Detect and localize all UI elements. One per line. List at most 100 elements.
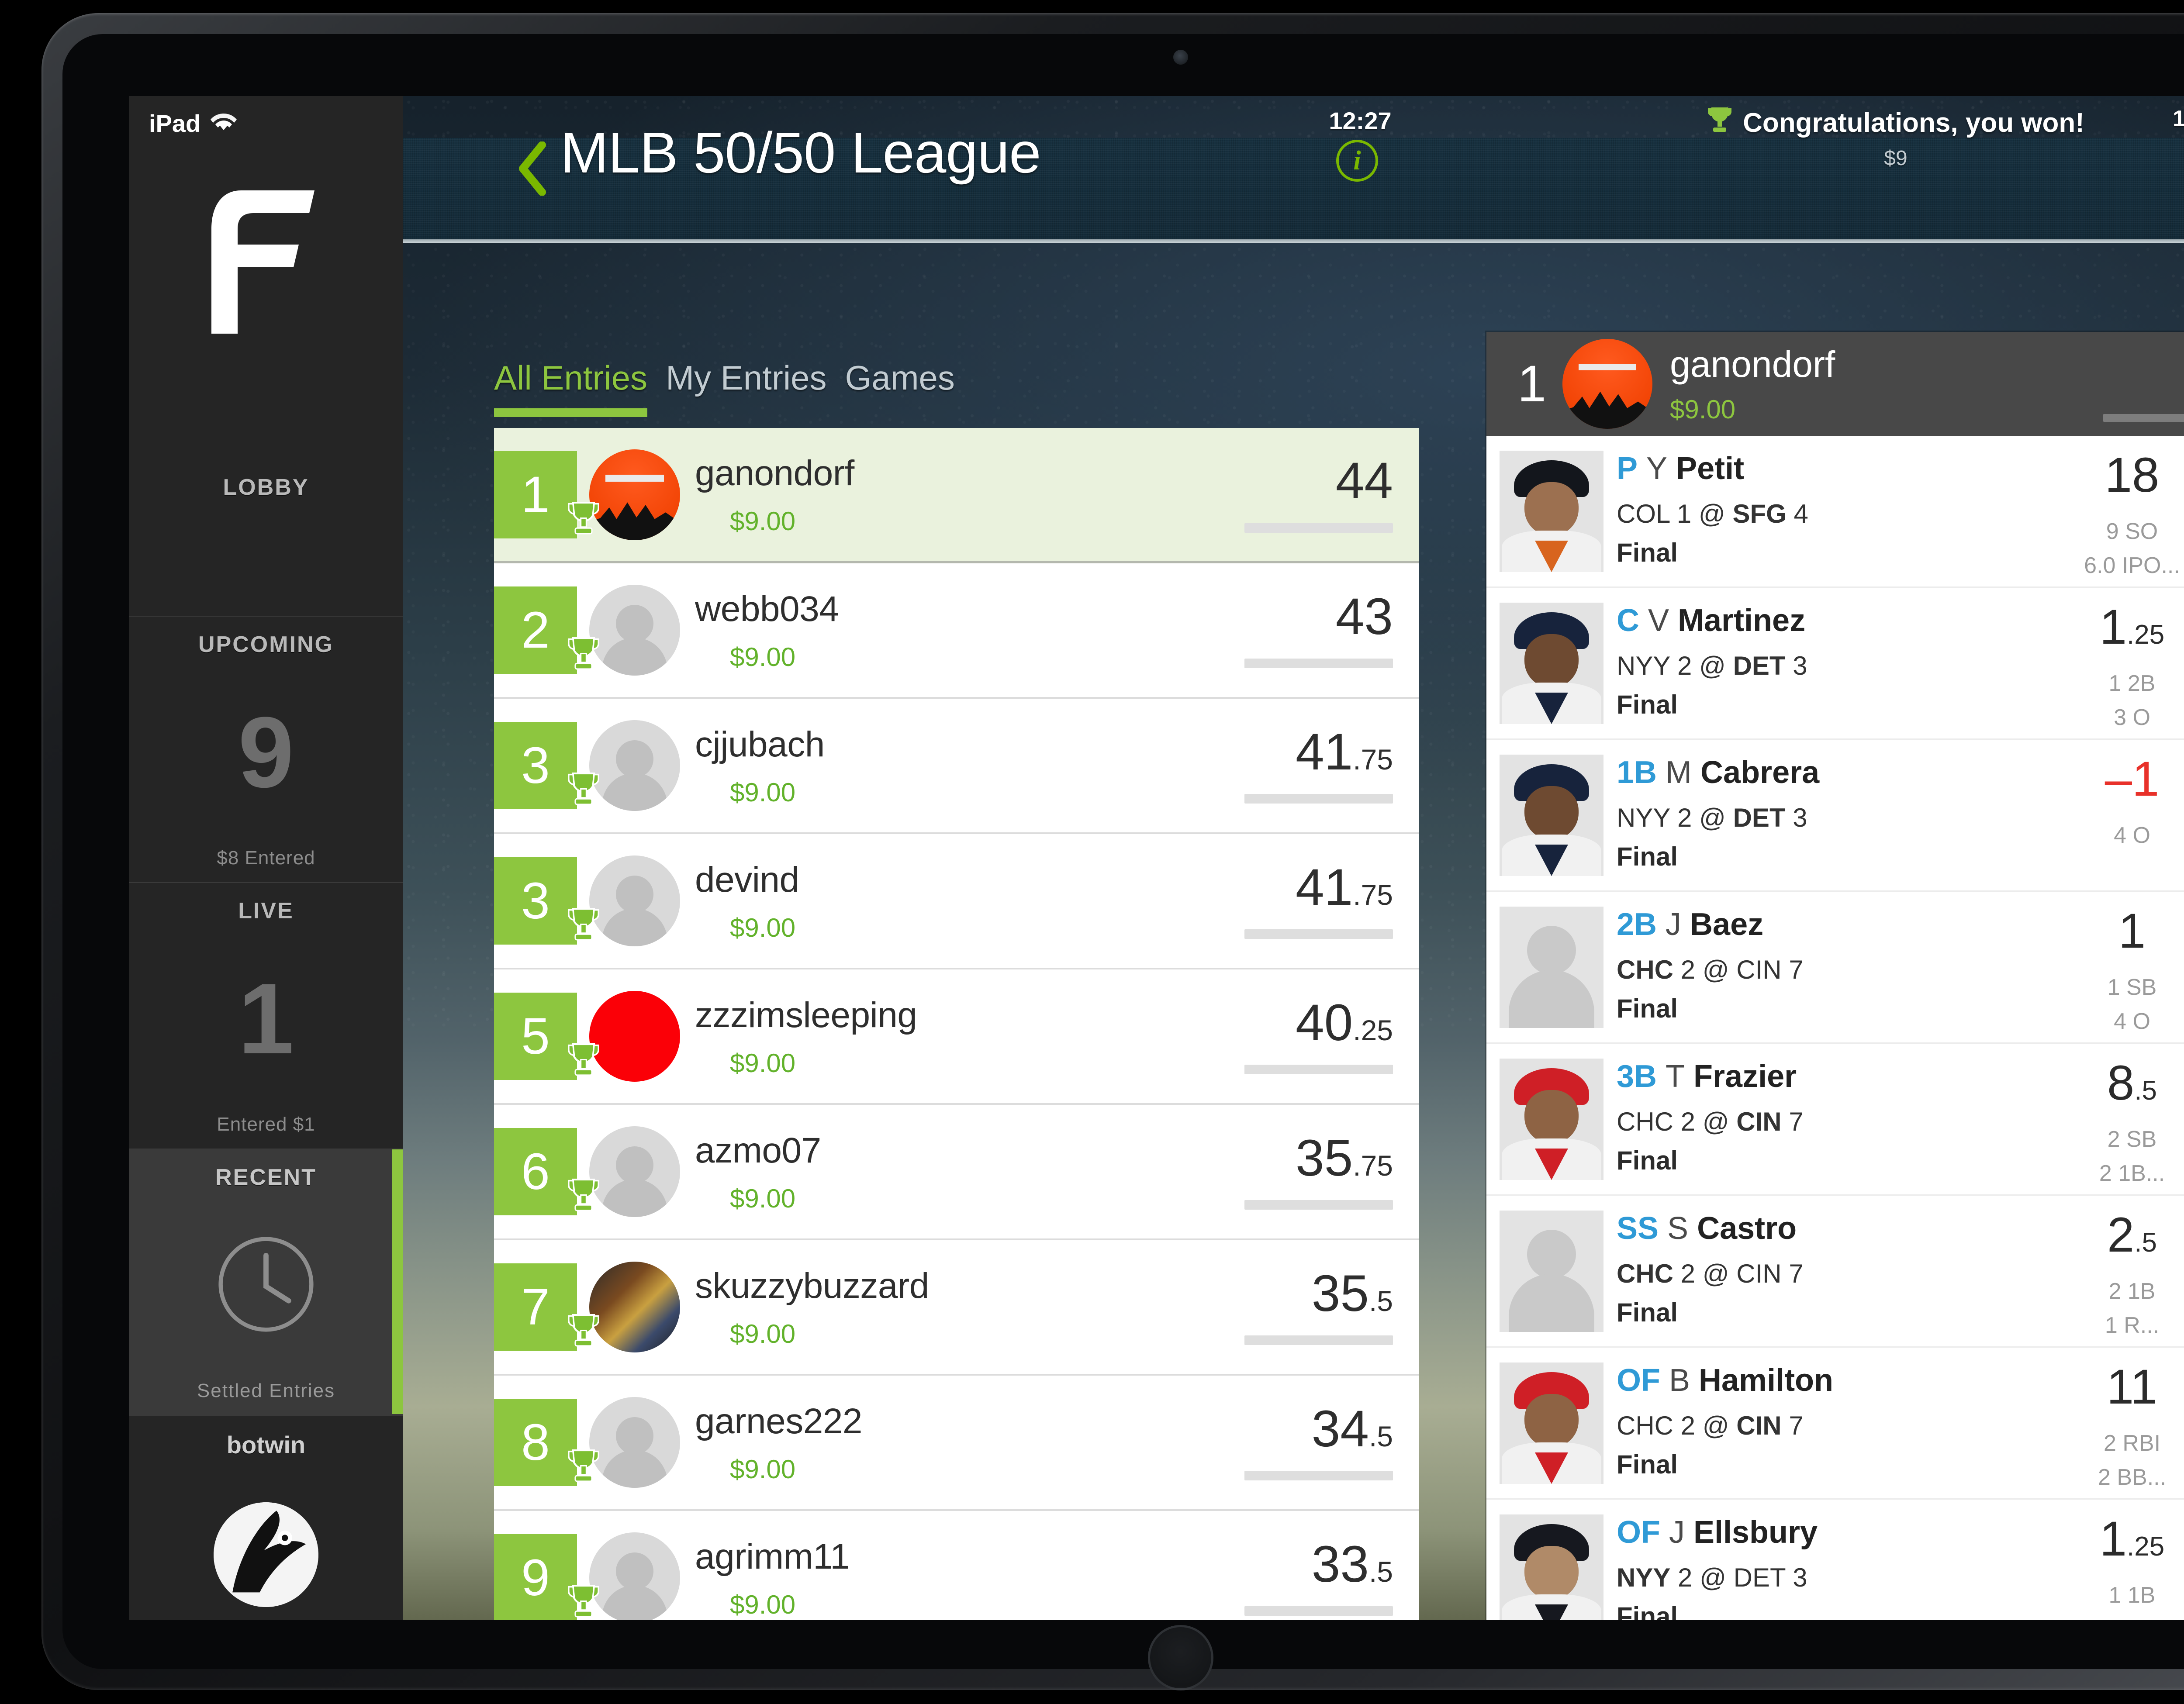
sidebar-item-lobby[interactable]: LOBBY bbox=[129, 428, 403, 616]
player-stat-lines: 1 2B 3 O bbox=[2005, 666, 2184, 735]
sidebar-item-label: LOBBY bbox=[223, 475, 309, 500]
player-position: OF bbox=[1617, 1363, 1660, 1398]
player-position: P bbox=[1617, 451, 1638, 486]
player-stat: 2 SB bbox=[2107, 1127, 2157, 1152]
tab-games[interactable]: Games bbox=[845, 359, 955, 397]
leaderboard-entry-payout: $9.00 bbox=[730, 1048, 796, 1078]
table-row[interactable]: 2 webb034 $9.00 43 bbox=[494, 563, 1419, 699]
roster-player-list[interactable]: P Y Petit COL 1 @ SFG 4 Final 18 9 SO 6.0 IPO..… bbox=[1486, 436, 2184, 1620]
list-item[interactable]: 1B M Cabrera NYY 2 @ DET 3 Final –1 4 O bbox=[1486, 740, 2184, 892]
list-item[interactable]: P Y Petit COL 1 @ SFG 4 Final 18 9 SO 6.0 IPO..… bbox=[1486, 436, 2184, 588]
player-score: 1 bbox=[2118, 904, 2146, 958]
trophy-icon bbox=[567, 1448, 600, 1486]
player-stat: 1 SB bbox=[2107, 975, 2157, 1000]
player-stat: 1 R... bbox=[2105, 1313, 2160, 1338]
leaderboard-entry-name: webb034 bbox=[695, 589, 839, 629]
sidebar-item-upcoming[interactable]: UPCOMING 9 $8 Entered bbox=[129, 616, 403, 882]
player-score: 1.25 bbox=[2099, 600, 2165, 654]
player-stat-lines: 1 SB 4 O bbox=[2005, 970, 2184, 1038]
tab-my-entries[interactable]: My Entries bbox=[666, 359, 827, 397]
table-row[interactable]: 5 zzzimsleeping $9.00 40.25 bbox=[494, 969, 1419, 1105]
table-row[interactable]: 9 agrimm11 $9.00 33.5 bbox=[494, 1511, 1419, 1620]
player-game-matchup: CHC 2 @ CIN 7 bbox=[1617, 955, 1804, 984]
table-row[interactable]: 3 devind $9.00 41.75 bbox=[494, 834, 1419, 969]
leaderboard-score-bar bbox=[1244, 1065, 1393, 1075]
player-stat: 2 RBI bbox=[2103, 1431, 2161, 1456]
sidebar-item-label: UPCOMING bbox=[198, 632, 334, 657]
player-stat: 4 O bbox=[2114, 1009, 2150, 1034]
avatar bbox=[589, 1262, 680, 1352]
sidebar-live-sub: Entered $1 bbox=[217, 1114, 315, 1135]
leaderboard-entry-payout: $9.00 bbox=[730, 1590, 796, 1619]
home-button[interactable] bbox=[1147, 1625, 1213, 1690]
sidebar-item-label: LIVE bbox=[238, 898, 294, 924]
list-item[interactable]: SS S Castro CHC 2 @ CIN 7 Final 2.5 2 1B 1 R... bbox=[1486, 1196, 2184, 1348]
list-item[interactable]: 3B T Frazier CHC 2 @ CIN 7 Final 8.5 2 SB 2 1B.… bbox=[1486, 1044, 2184, 1196]
sidebar-item-recent[interactable]: RECENT Settled Entries bbox=[129, 1149, 403, 1415]
leaderboard-rank: 3 bbox=[494, 722, 577, 809]
table-row[interactable]: 1 ganondorf $9.00 44 bbox=[494, 428, 1419, 563]
sidebar-item-label: RECENT bbox=[215, 1165, 317, 1190]
tab-all-entries[interactable]: All Entries bbox=[494, 358, 666, 417]
device-name-label: iPad bbox=[149, 110, 201, 137]
player-game-status: Final bbox=[1617, 1450, 1678, 1479]
player-position: SS bbox=[1617, 1211, 1659, 1246]
table-row[interactable]: 7 skuzzybuzzard $9.00 35.5 bbox=[494, 1240, 1419, 1376]
player-game-status: Final bbox=[1617, 994, 1678, 1023]
player-stat: 2 1B bbox=[2108, 1279, 2156, 1304]
leaderboard-entry-score: 44 bbox=[1335, 452, 1393, 510]
player-position: 3B bbox=[1617, 1059, 1657, 1094]
player-last-name: Frazier bbox=[1693, 1059, 1797, 1094]
player-first-initial: J bbox=[1669, 1515, 1685, 1550]
player-headshot bbox=[1500, 1514, 1603, 1620]
avatar bbox=[589, 991, 680, 1082]
leaderboard-list[interactable]: 1 ganondorf $9.00 44 2 webb034 $9.00 43 3 cjjubac… bbox=[494, 428, 1419, 1620]
player-last-name: Hamilton bbox=[1699, 1363, 1834, 1398]
player-stat-lines: 1 1B 1 RBI... bbox=[2005, 1578, 2184, 1620]
leaderboard-score-bar bbox=[1244, 929, 1393, 939]
sidebar-item-user[interactable]: botwin bbox=[129, 1415, 403, 1620]
avatar bbox=[589, 585, 680, 676]
table-row[interactable]: 6 azmo07 $9.00 35.75 bbox=[494, 1105, 1419, 1240]
fantasy-f-logo bbox=[129, 183, 403, 341]
player-game-status: Final bbox=[1617, 842, 1678, 871]
player-stat: 4 O bbox=[2114, 823, 2150, 848]
list-item[interactable]: 2B J Baez CHC 2 @ CIN 7 Final 1 1 SB 4 O bbox=[1486, 892, 2184, 1044]
player-game-matchup: NYY 2 @ DET 3 bbox=[1617, 803, 1807, 832]
sidebar-upcoming-count: 9 bbox=[238, 696, 294, 808]
player-first-initial: B bbox=[1669, 1363, 1690, 1398]
player-last-name: Cabrera bbox=[1700, 755, 1820, 790]
leaderboard-entry-score: 41.75 bbox=[1295, 723, 1393, 781]
player-headshot bbox=[1500, 1059, 1603, 1180]
trophy-icon bbox=[567, 771, 600, 809]
leaderboard-rank: 6 bbox=[494, 1128, 577, 1215]
player-headshot bbox=[1500, 451, 1603, 572]
table-row[interactable]: 8 garnes222 $9.00 34.5 bbox=[494, 1376, 1419, 1511]
sidebar-item-live[interactable]: LIVE 1 Entered $1 bbox=[129, 882, 403, 1149]
player-headshot bbox=[1500, 1211, 1603, 1332]
player-stat: 2 1B... bbox=[2099, 1161, 2165, 1186]
leaderboard-entry-score: 35.75 bbox=[1295, 1129, 1393, 1187]
clock-label: 12:27 bbox=[1329, 107, 1392, 135]
trophy-icon bbox=[1707, 106, 1732, 140]
leaderboard-entry-name: ganondorf bbox=[695, 453, 854, 493]
entry-detail-header[interactable]: 1 ganondorf $9.00 44 bbox=[1486, 332, 2184, 436]
congratulations-amount: $9 bbox=[1884, 147, 1908, 170]
info-icon[interactable]: i bbox=[1336, 140, 1378, 182]
player-stat-lines: 2 RBI 2 BB... bbox=[2005, 1426, 2184, 1494]
list-item[interactable]: C V Martinez NYY 2 @ DET 3 Final 1.25 1 2B 3 O bbox=[1486, 588, 2184, 740]
detail-entry-name: ganondorf bbox=[1670, 344, 1835, 385]
player-score: 8.5 bbox=[2107, 1056, 2157, 1110]
chevron-left-icon[interactable] bbox=[516, 141, 548, 198]
avatar bbox=[589, 855, 680, 946]
clock-icon bbox=[214, 1233, 318, 1338]
player-first-initial: V bbox=[1648, 603, 1669, 638]
player-first-initial: Y bbox=[1646, 451, 1668, 486]
info-glyph: i bbox=[1353, 145, 1361, 176]
table-row[interactable]: 3 cjjubach $9.00 41.75 bbox=[494, 699, 1419, 834]
avatar bbox=[589, 449, 680, 540]
list-item[interactable]: OF B Hamilton CHC 2 @ CIN 7 Final 11 2 RBI 2 BB… bbox=[1486, 1348, 2184, 1500]
page-header-bar bbox=[403, 138, 2184, 243]
